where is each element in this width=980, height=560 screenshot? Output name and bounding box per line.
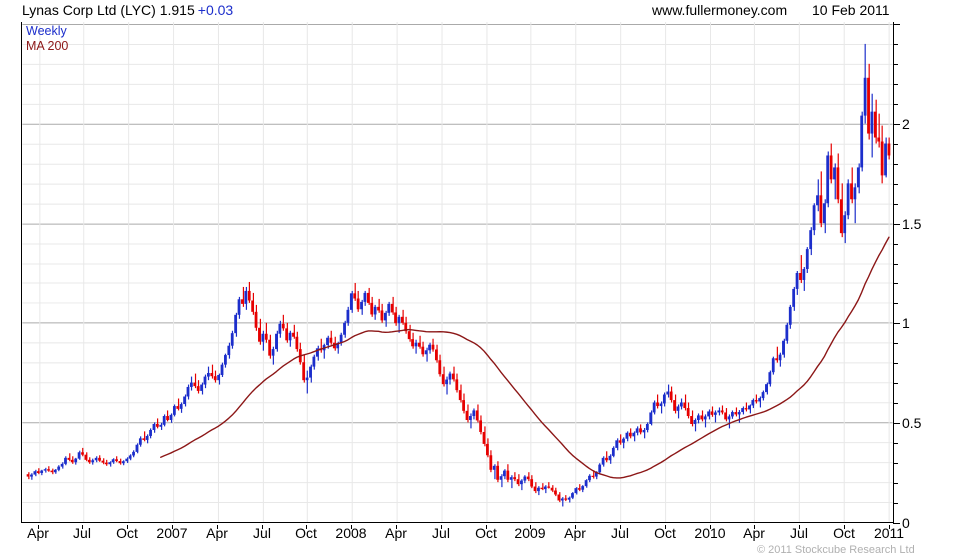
- x-axis-tick: [306, 525, 307, 529]
- y-axis-tick: [893, 63, 898, 65]
- x-axis-tick: [530, 525, 531, 529]
- x-axis-label: Oct: [116, 525, 138, 541]
- y-axis-tick: [893, 383, 898, 385]
- y-axis-tick: [893, 43, 898, 45]
- y-axis-tick: [893, 363, 898, 365]
- x-axis-label: 2011: [873, 525, 905, 541]
- y-axis-tick: [893, 163, 898, 165]
- y-axis-tick: [893, 283, 898, 285]
- x-axis-tick: [754, 525, 755, 529]
- y-axis-tick: [893, 183, 898, 185]
- x-axis-label: Apr: [564, 525, 586, 541]
- x-axis-tick: [575, 525, 576, 529]
- y-axis-tick: [893, 323, 900, 325]
- x-axis-tick: [38, 525, 39, 529]
- x-axis-label: 2007: [156, 525, 188, 541]
- x-axis-tick: [217, 525, 218, 529]
- y-axis-tick: [893, 83, 898, 85]
- y-axis-tick: [893, 443, 898, 445]
- chart-plot-area: Weekly MA 200: [21, 22, 893, 523]
- y-axis-label: 1.5: [902, 215, 922, 232]
- y-axis-tick: [893, 343, 898, 345]
- x-axis-label: Jul: [432, 525, 450, 541]
- x-axis-tick: [441, 525, 442, 529]
- x-axis-label: Apr: [385, 525, 407, 541]
- x-axis-label: Oct: [654, 525, 676, 541]
- y-axis-tick: [893, 303, 898, 305]
- x-axis-label: Apr: [743, 525, 765, 541]
- y-axis-label: 0: [902, 515, 910, 531]
- y-axis-tick: [893, 103, 898, 105]
- y-axis-tick: [893, 243, 898, 245]
- x-axis-label: Apr: [27, 525, 49, 541]
- x-axis-tick: [82, 525, 83, 529]
- x-axis-tick: [799, 525, 800, 529]
- x-axis-label: Apr: [206, 525, 228, 541]
- y-axis-tick: [893, 223, 900, 225]
- x-axis-tick: [127, 525, 128, 529]
- x-axis-label: Oct: [833, 525, 855, 541]
- y-axis-tick: [893, 23, 900, 25]
- x-axis-tick: [172, 525, 173, 529]
- x-axis-label: Jul: [790, 525, 808, 541]
- x-axis-tick: [665, 525, 666, 529]
- y-axis-tick: [893, 123, 900, 125]
- y-axis-tick: [893, 423, 900, 425]
- x-axis-tick: [620, 525, 621, 529]
- x-axis-labels: Apr Jul Oct 2007 Apr Jul Oct 2008 Apr Jul Oct 2009 A…: [0, 525, 980, 547]
- x-axis-tick: [889, 525, 890, 529]
- price-change: +0.03: [197, 2, 234, 18]
- x-axis-label: Jul: [611, 525, 629, 541]
- y-axis-tick: [893, 263, 898, 265]
- x-axis-label: Jul: [73, 525, 91, 541]
- y-axis-line: [893, 22, 894, 524]
- x-axis-label: 2009: [514, 525, 546, 541]
- x-axis-tick: [351, 525, 352, 529]
- site-url-label: www.fullermoney.com: [652, 2, 788, 18]
- x-axis-tick: [396, 525, 397, 529]
- copyright-label: © 2011 Stockcube Research Ltd: [757, 544, 915, 556]
- x-axis-tick: [262, 525, 263, 529]
- candlestick-series: [26, 43, 891, 507]
- x-axis-label: 2010: [694, 525, 726, 541]
- x-axis-label: 2008: [335, 525, 367, 541]
- x-axis-label: Oct: [295, 525, 317, 541]
- chart-date-label: 10 Feb 2011: [812, 2, 890, 18]
- y-axis-tick: [893, 523, 900, 524]
- y-axis-label: 2: [902, 115, 910, 132]
- x-axis-label: Jul: [253, 525, 271, 541]
- legend-ma200: MA 200: [26, 39, 69, 53]
- y-axis-tick: [893, 483, 898, 485]
- y-axis-tick: [893, 143, 898, 145]
- x-axis-label: Oct: [475, 525, 497, 541]
- chart-title: Lynas Corp Ltd (LYC) 1.915 +0.03: [22, 2, 233, 18]
- y-axis: 0 0.5 1 1.5 2: [893, 22, 979, 531]
- y-axis-tick: [893, 203, 898, 205]
- x-axis-tick: [844, 525, 845, 529]
- y-axis-label: 0.5: [902, 415, 922, 432]
- x-axis-tick: [710, 525, 711, 529]
- legend-weekly: Weekly: [26, 24, 67, 38]
- y-axis-tick: [893, 463, 898, 465]
- y-axis-tick: [893, 403, 898, 405]
- instrument-title: Lynas Corp Ltd (LYC) 1.915: [22, 2, 195, 18]
- y-axis-tick: [893, 503, 898, 505]
- y-axis-label: 1: [902, 315, 910, 332]
- x-axis-tick: [486, 525, 487, 529]
